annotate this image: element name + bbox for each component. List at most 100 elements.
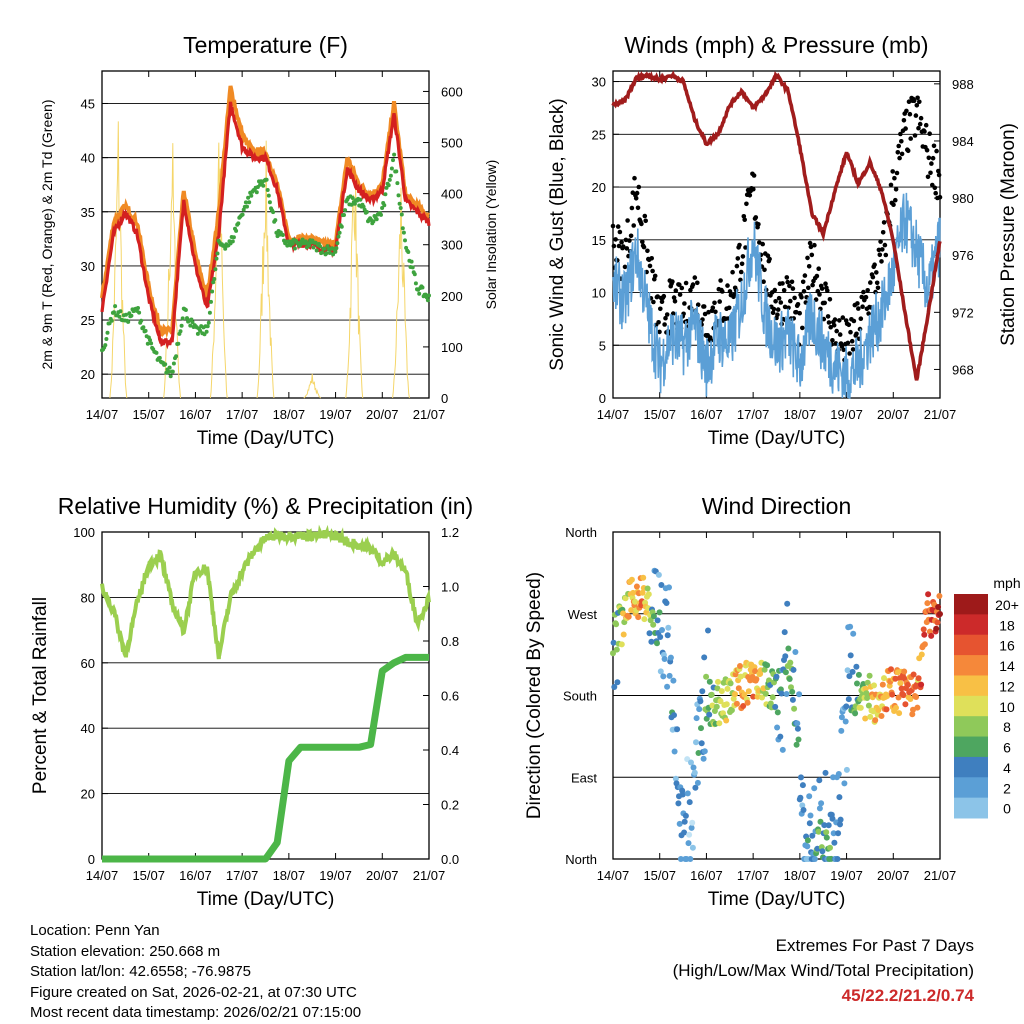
- gust-point: [662, 322, 667, 327]
- dewpoint-point: [300, 237, 305, 242]
- direction-point: [842, 718, 849, 725]
- gust-point: [855, 301, 860, 306]
- dewpoint-point: [247, 200, 252, 205]
- gust-point: [762, 267, 767, 273]
- y2-tick-label: 988: [952, 77, 974, 92]
- direction-point: [682, 812, 689, 819]
- direction-point: [934, 619, 941, 626]
- direction-point: [816, 777, 823, 784]
- direction-point: [904, 681, 911, 688]
- dewpoint-point: [234, 228, 239, 233]
- temperature-xlabel: Time (Day/UTC): [197, 428, 335, 449]
- gust-point: [936, 172, 942, 178]
- dewpoint-point: [320, 250, 325, 255]
- x-tick-label: 15/07: [132, 868, 165, 883]
- gust-point: [633, 196, 639, 201]
- direction-point: [654, 640, 660, 647]
- temperature-chart: Temperature (F) Time (Day/UTC) 14/07 15/07 1…: [39, 32, 499, 449]
- direction-point: [838, 727, 845, 734]
- legend-swatch: [954, 797, 988, 819]
- humidity-xlabel: Time (Day/UTC): [197, 889, 335, 910]
- direction-point: [888, 666, 894, 673]
- y-tick-label: 5: [599, 338, 606, 353]
- dewpoint-point: [126, 319, 131, 324]
- direction-point: [681, 829, 688, 836]
- gust-point: [683, 280, 689, 286]
- direction-point: [809, 832, 816, 839]
- direction-point: [665, 624, 672, 631]
- created-text: Figure created on Sat, 2026-02-21, at 07…: [30, 983, 357, 1001]
- dewpoint-point: [109, 318, 114, 323]
- gust-point: [898, 131, 903, 137]
- dewpoint-point: [137, 310, 142, 315]
- dewpoint-point: [118, 309, 123, 314]
- y-tick-label: 20: [81, 367, 95, 382]
- dewpoint-point: [117, 314, 122, 319]
- dewpoint-point: [412, 272, 417, 277]
- x-tick-label: 21/07: [924, 868, 957, 883]
- direction-point: [788, 684, 794, 691]
- gust-point: [806, 264, 812, 269]
- x-tick-label: 19/07: [830, 868, 863, 883]
- direction-point: [907, 696, 914, 702]
- x-tick-label: 18/07: [273, 868, 306, 883]
- solar-insolation-line: [163, 143, 181, 399]
- gust-point: [642, 213, 648, 219]
- gust-point: [875, 285, 881, 291]
- gust-point: [655, 294, 660, 299]
- direction-point: [618, 641, 625, 648]
- gust-point: [879, 259, 884, 264]
- dewpoint-point: [206, 320, 211, 325]
- gust-point: [788, 298, 793, 304]
- gust-point: [800, 325, 805, 331]
- direction-point: [686, 799, 693, 806]
- gust-point: [880, 247, 885, 252]
- legend-title: mph: [993, 575, 1020, 591]
- direction-point: [901, 668, 908, 675]
- y-tick-label: 15: [592, 233, 606, 248]
- gust-point: [931, 143, 937, 149]
- direction-point: [740, 703, 747, 709]
- legend-label: 14: [999, 658, 1015, 674]
- gust-point: [619, 239, 624, 245]
- direction-point: [645, 591, 652, 598]
- y2-tick-label: 972: [952, 305, 974, 320]
- dewpoint-point: [168, 374, 173, 379]
- gust-point: [801, 289, 807, 294]
- gust-point: [800, 279, 806, 285]
- gust-point: [812, 242, 817, 248]
- direction-point: [915, 675, 922, 682]
- extremes-values: 45/22.2/21.2/0.74: [841, 986, 974, 1005]
- direction-point: [689, 844, 696, 851]
- dewpoint-point: [143, 328, 148, 333]
- direction-point: [762, 690, 769, 697]
- direction-point: [818, 800, 825, 807]
- legend-swatch: [954, 716, 988, 738]
- winds-xlabel: Time (Day/UTC): [708, 428, 846, 449]
- gust-point: [664, 312, 670, 317]
- direction-point: [878, 713, 885, 719]
- direction-point: [925, 591, 932, 598]
- dewpoint-point: [358, 197, 363, 202]
- gust-point: [784, 275, 790, 280]
- direction-point: [667, 654, 674, 661]
- gust-point: [713, 309, 718, 315]
- direction-point: [728, 707, 735, 714]
- legend-label: 6: [1003, 740, 1011, 756]
- dewpoint-point: [207, 310, 212, 315]
- gust-point: [744, 201, 749, 207]
- y-tick-label: 45: [81, 96, 95, 111]
- direction-point: [921, 631, 928, 638]
- direction-point: [850, 630, 857, 637]
- gust-point: [787, 283, 792, 289]
- dewpoint-point: [124, 312, 128, 317]
- gust-point: [695, 280, 700, 286]
- gust-point: [807, 240, 813, 246]
- gust-point: [799, 295, 804, 300]
- dewpoint-point: [337, 230, 342, 235]
- direction-point: [774, 709, 781, 716]
- gust-point: [858, 316, 864, 322]
- gust-point: [929, 161, 934, 166]
- y-tick-label: 80: [81, 590, 95, 605]
